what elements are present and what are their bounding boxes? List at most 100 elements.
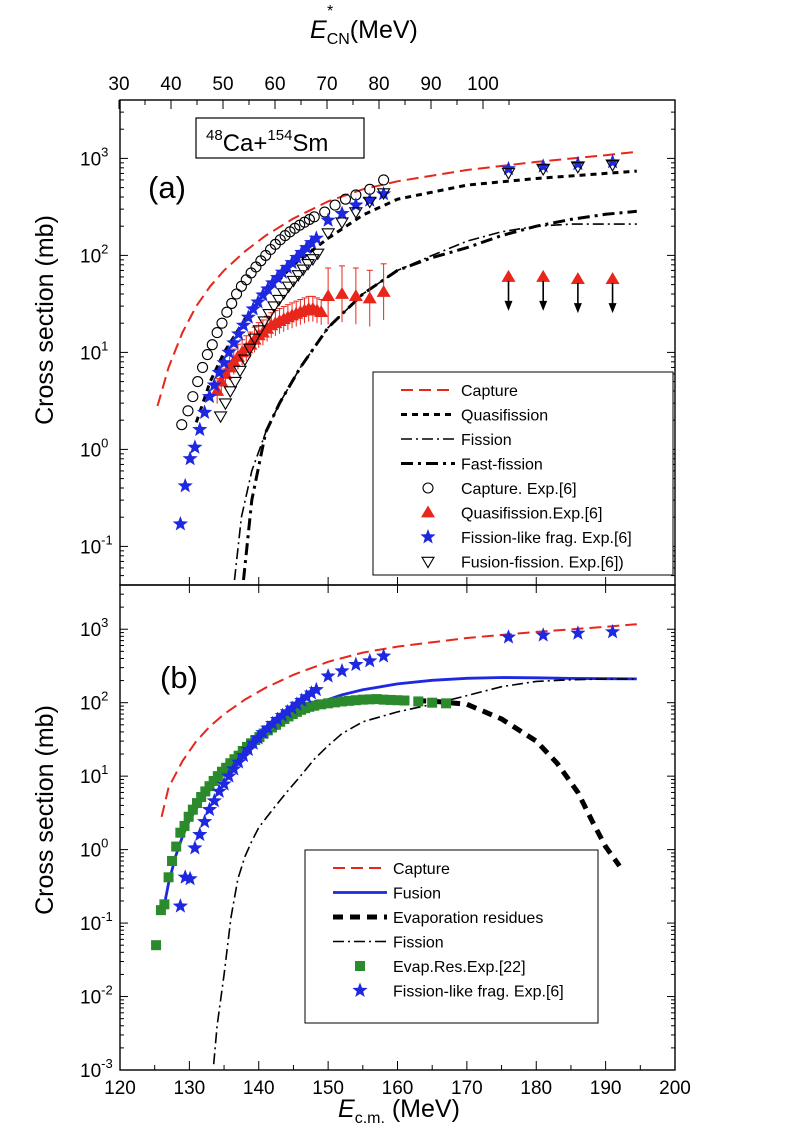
panel-b-fission-like-frag-exp-6-point — [289, 696, 305, 711]
panel-b-evap-res-exp-22-point — [399, 695, 410, 706]
x-tick-label: 180 — [520, 1078, 552, 1099]
top-tick-label: 100 — [467, 74, 499, 95]
x-tick-label: 120 — [104, 1078, 136, 1099]
panel-a-upper-limit-point — [501, 269, 516, 282]
panel-a-fission-like-frag-exp-6-point — [303, 234, 320, 250]
panel-b-evap-res-exp-22-point — [163, 872, 174, 883]
panel-b-evap-res-exp-22-point — [427, 697, 438, 708]
panel-b-fission-like-frag-exp-6-point — [303, 685, 320, 700]
panel-a-fission-like-frag-exp-6-point — [172, 516, 188, 531]
panel-a-capture-exp-6-point — [240, 274, 252, 286]
panel-b-fission-like-frag-exp-6-point — [299, 688, 315, 704]
panel-a-fusion-fission-exp-6-point — [348, 207, 363, 220]
x-tick-label: 140 — [243, 1078, 275, 1099]
panel-b-fission-like-frag-exp-6-point — [269, 711, 286, 726]
panel-a-capture-exp-6-point — [231, 288, 243, 300]
panel-b-fission-like-frag-exp-6-point — [201, 801, 218, 817]
panel-a-capture-exp-6-point — [187, 391, 199, 403]
panel-a-upper-limit-point — [570, 272, 585, 284]
panel-b-fission-like-frag-exp-6-point — [279, 703, 295, 719]
panel-a-fission-like-frag-exp-6-point — [269, 269, 286, 285]
panel-a-fission-like-frag-exp-6-point — [376, 186, 392, 201]
panel-a-fission-like-frag-exp-6-point — [240, 309, 256, 324]
panel-a-fission-like-frag-exp-6-point — [187, 439, 203, 454]
reaction-label-a2: 154 — [267, 127, 292, 144]
panel-a-fusion-fission-exp-6-point — [233, 365, 247, 378]
panel-a-capture-exp-6-point — [329, 199, 341, 211]
panel-a-capture-exp-6-point — [308, 211, 320, 223]
panel-b-evap-res-exp-22-point — [175, 827, 186, 838]
legend-swatch-capture-exp-6 — [422, 482, 434, 494]
top-tick-label: 70 — [316, 74, 337, 95]
panel-b-evap-res-exp-22-point — [413, 696, 424, 707]
legend-swatch-fission-like-frag-exp-6 — [352, 982, 368, 997]
panel-b-fission-like-frag-exp-6-point — [216, 776, 232, 791]
legend-swatch-evap-res-exp-22 — [355, 961, 365, 971]
panel-b-fission-like-frag-exp-6-point — [284, 700, 300, 715]
reaction-label-box: 48Ca+154Sm — [195, 117, 365, 159]
panel-a-capture-exp-6-point — [339, 193, 352, 205]
panel-a-fusion-fission-exp-6-point — [321, 228, 336, 241]
panel-a-fission-like-frag-exp-6-point — [245, 301, 261, 316]
legend-label-fusion-fission-exp-6: Fusion-fission. Exp.[6]) — [461, 555, 624, 572]
panel-a-upper-limit-arrow-head — [608, 303, 617, 314]
legend-label-quasifission: Quasifission — [461, 408, 548, 425]
panel-a-capture-exp-6-point — [216, 317, 228, 329]
x-tick-label: 170 — [451, 1078, 483, 1099]
panel-b-evap-res-exp-22-point — [316, 699, 327, 710]
panel-b-fission-like-frag-exp-6-point — [334, 663, 350, 678]
y-tick-label: 101 — [80, 338, 108, 364]
panel-b-evap-res-exp-22-point — [155, 905, 166, 916]
panel-a-fission-like-frag-exp-6-point — [231, 325, 247, 341]
y-tick-label: 102 — [80, 689, 108, 715]
legend-label-quasifission-exp-6: Quasifission.Exp.[6] — [461, 506, 602, 523]
panel-b-fission-like-frag-exp-6-point — [182, 870, 198, 886]
panel-a-fusion-fission-exp-6-point — [281, 281, 296, 294]
panel-b-evap-res-exp-22-point — [364, 694, 375, 705]
panel-b-fission-like-frag-exp-6-point — [255, 724, 271, 740]
panel-a-fusion-fission-exp-6-point — [301, 259, 315, 271]
panel-b-evap-res-exp-22-point — [151, 940, 162, 951]
panel-a-capture-exp-6-point — [211, 327, 223, 339]
y-tick-label: 100 — [80, 435, 108, 461]
panel-b-fission-like-frag-exp-6-point — [192, 826, 208, 842]
top-tick-label: 50 — [212, 74, 233, 95]
panel-a-quasifission-exp-6-point — [362, 291, 377, 304]
panel-a-tag: (a) — [148, 170, 186, 205]
panel-a-fusion-fission-exp-6-point — [376, 188, 391, 201]
panel-a-fission-like-frag-exp-6-point — [206, 377, 222, 392]
panel-b-evap-res-exp-22-point — [357, 694, 368, 705]
panel-b-evap-res-exp-22-point — [183, 811, 194, 822]
panel-a-fission-like-frag-exp-6-point — [211, 364, 227, 379]
panel-b-fission-like-frag-exp-6-point — [308, 681, 324, 697]
panel-b-fission-like-frag-exp-6-point — [320, 668, 336, 683]
panel-a-fission-like-frag-exp-6-point — [362, 192, 378, 207]
panel-b-fission-like-frag-exp-6-point — [211, 783, 227, 798]
panel-a-fusion-fission-exp-6-point — [310, 248, 325, 261]
panel-a-fission-like-frag-exp-6-point — [260, 281, 276, 296]
panel-b-evap-res-exp-22-point — [350, 695, 361, 706]
panel-a-fusion-fission-exp-6-point — [291, 270, 306, 282]
panel-a-capture-exp-6-point — [206, 339, 218, 351]
panel-b-fission-like-frag-exp-6-point — [235, 747, 252, 763]
panel-a-fusion-fission-exp-6-point — [267, 301, 281, 314]
panel-a-quasifission-exp-6-point — [314, 305, 329, 318]
panel-b-fission-like-frag-exp-6-point — [274, 707, 290, 722]
panel-a-fission-like-frag-exp-6-point — [289, 249, 305, 264]
panel-a-fusion-fission-exp-6-point — [257, 316, 272, 329]
panel-a-fission-like-frag-exp-6-point — [299, 239, 315, 255]
legend-label-fission: Fission — [461, 432, 512, 449]
panel-b-evap-res-exp-22-point — [171, 841, 182, 852]
x-axis-label: Ec.m. (MeV) — [338, 1095, 460, 1127]
panel-b-legend-frame — [304, 849, 599, 1024]
panel-a-fusion-fission-exp-6-point — [237, 354, 252, 367]
panel-a-fusion-fission-exp-6-point — [335, 217, 349, 230]
panel-b-capture-line — [160, 623, 637, 818]
panel-a-fission-like-frag-exp-6-point — [250, 294, 266, 309]
panel-a-y-axis-label: Cross section (mb) — [31, 215, 59, 425]
panel-a-fission-like-frag-exp-6-point — [320, 212, 336, 227]
panel-a-fusion-fission-exp-6-point — [570, 162, 585, 174]
panel-a-fission-like-frag-exp-6-point — [182, 450, 198, 466]
top-tick-label: 80 — [368, 74, 389, 95]
